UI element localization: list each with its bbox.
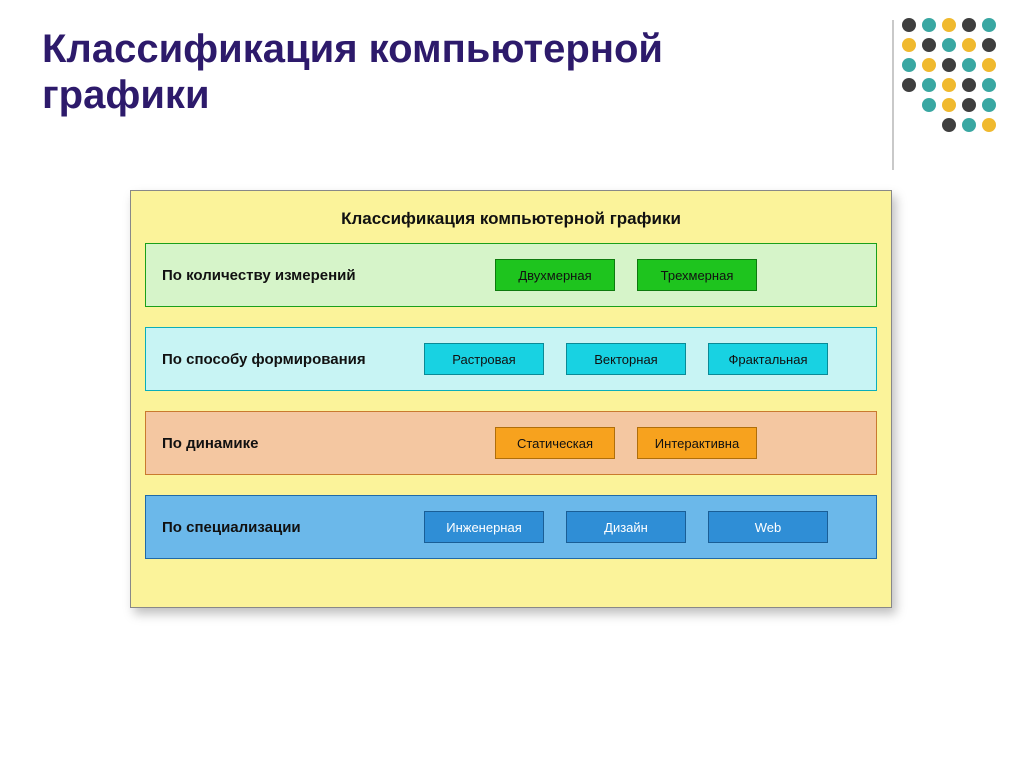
dot-icon [982,78,996,92]
dot-icon [942,58,956,72]
row-items: Растровая Векторная Фрактальная [388,343,864,375]
dot-icon [942,98,956,112]
category-chip: Статическая [495,427,615,459]
dot-icon [922,18,936,32]
dot-icon [962,118,976,132]
page-title: Классификация компьютерной графики [42,26,802,118]
dot-icon [922,38,936,52]
dot-icon [902,38,916,52]
category-chip: Web [708,511,828,543]
classification-row: По способу формирования Растровая Векторна… [145,327,877,391]
dot-icon [942,18,956,32]
dots-row [902,98,996,112]
classification-row: По специализации Инженерная Дизайн Web [145,495,877,559]
row-label: По специализации [158,519,388,536]
row-items: Двухмерная Трехмерная [388,259,864,291]
dot-icon [982,58,996,72]
dot-icon [942,78,956,92]
classification-row: По количеству измерений Двухмерная Трехмер… [145,243,877,307]
dots-row [902,38,996,52]
dot-icon [982,18,996,32]
dot-icon [962,18,976,32]
row-label: По количеству измерений [158,267,388,284]
classification-row: По динамике Статическая Интерактивна [145,411,877,475]
panel-title: Классификация компьютерной графики [145,209,877,229]
dot-icon [902,58,916,72]
corner-dots-decor [902,18,996,138]
category-chip: Двухмерная [495,259,615,291]
dot-icon [982,118,996,132]
dot-icon [922,58,936,72]
dot-icon [922,98,936,112]
dot-icon [982,98,996,112]
dots-row [902,18,996,32]
category-chip: Растровая [424,343,544,375]
slide: Классификация компьютерной графики Класс… [0,0,1024,767]
dot-icon [982,38,996,52]
category-chip: Фрактальная [708,343,828,375]
dot-icon [902,78,916,92]
dots-row [902,78,996,92]
dot-icon [962,98,976,112]
row-items: Инженерная Дизайн Web [388,511,864,543]
dot-icon [902,18,916,32]
dot-icon [942,38,956,52]
side-divider-line [892,20,894,170]
category-chip: Дизайн [566,511,686,543]
dots-row [902,58,996,72]
row-label: По способу формирования [158,351,388,368]
dot-icon [962,78,976,92]
dot-icon [922,78,936,92]
row-label: По динамике [158,435,388,452]
category-chip: Векторная [566,343,686,375]
row-items: Статическая Интерактивна [388,427,864,459]
classification-panel: Классификация компьютерной графики По ко… [130,190,892,608]
dots-row [902,118,996,132]
dot-icon [962,38,976,52]
classification-rows: По количеству измерений Двухмерная Трехмер… [145,243,877,559]
category-chip: Инженерная [424,511,544,543]
dot-icon [962,58,976,72]
category-chip: Интерактивна [637,427,757,459]
dot-icon [942,118,956,132]
category-chip: Трехмерная [637,259,757,291]
